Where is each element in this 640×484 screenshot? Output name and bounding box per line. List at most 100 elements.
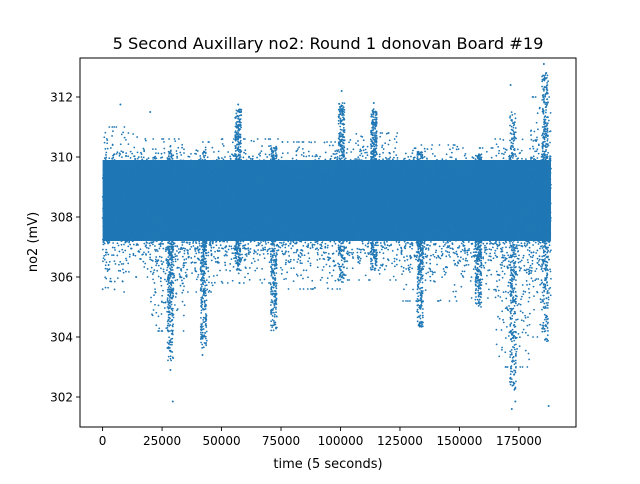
data-point: [150, 197, 153, 200]
data-point: [455, 203, 457, 206]
data-point: [252, 187, 255, 190]
data-point: [494, 249, 497, 252]
data-point: [494, 254, 497, 257]
data-point: [465, 157, 468, 160]
data-point: [359, 154, 361, 157]
data-point: [502, 215, 504, 217]
data-point: [345, 192, 348, 195]
data-point: [215, 231, 218, 234]
data-point: [390, 209, 393, 211]
data-point: [494, 296, 497, 299]
data-point: [293, 258, 295, 261]
data-point: [147, 198, 150, 201]
data-point: [173, 194, 176, 197]
data-point: [149, 256, 152, 259]
data-point: [502, 241, 505, 244]
data-point: [400, 253, 403, 256]
data-point: [492, 207, 495, 210]
data-point: [455, 211, 458, 214]
data-point: [528, 291, 531, 294]
data-point: [174, 255, 177, 258]
data-point: [308, 226, 311, 229]
data-point: [380, 223, 382, 226]
data-point: [396, 170, 399, 173]
data-point: [505, 206, 508, 209]
data-point: [348, 216, 351, 219]
data-point: [524, 233, 527, 236]
data-point: [507, 281, 510, 284]
data-point: [173, 189, 175, 191]
data-point: [391, 249, 394, 252]
data-point: [311, 279, 314, 282]
data-point: [490, 238, 492, 241]
data-point: [186, 226, 189, 229]
data-point: [547, 296, 550, 299]
data-point: [204, 148, 207, 151]
data-point: [365, 210, 368, 213]
data-point: [533, 308, 535, 311]
data-point: [516, 318, 519, 321]
data-point: [148, 170, 150, 173]
data-point: [321, 211, 324, 214]
data-point: [501, 264, 504, 266]
data-point: [162, 261, 165, 263]
data-point: [332, 259, 335, 262]
data-point: [176, 170, 178, 173]
data-point: [128, 255, 131, 258]
data-point: [360, 210, 363, 213]
data-point: [245, 238, 248, 241]
data-point: [358, 248, 361, 251]
data-point: [517, 210, 520, 212]
data-point: [389, 202, 392, 205]
data-point: [231, 210, 234, 212]
data-point: [467, 233, 470, 236]
data-point: [231, 279, 234, 282]
data-point: [457, 199, 460, 201]
data-point: [325, 263, 328, 266]
data-point: [547, 144, 550, 147]
data-point: [307, 260, 310, 263]
data-point: [308, 168, 311, 171]
data-point: [428, 267, 431, 270]
data-point: [502, 160, 504, 163]
data-point: [182, 179, 185, 181]
data-point: [222, 229, 225, 232]
data-point: [154, 258, 157, 261]
data-point: [233, 232, 236, 235]
data-point: [244, 152, 247, 155]
data-point: [531, 175, 534, 177]
data-point: [496, 161, 499, 164]
data-point: [162, 226, 165, 229]
data-point: [518, 235, 521, 238]
data-point: [177, 251, 180, 254]
data-point: [256, 138, 259, 140]
data-point: [335, 219, 338, 222]
data-point: [208, 167, 211, 170]
data-point: [519, 187, 522, 190]
data-point: [388, 162, 390, 165]
data-point: [467, 166, 469, 168]
data-point: [183, 162, 185, 165]
data-point: [356, 254, 359, 257]
data-point: [285, 277, 287, 280]
data-point: [109, 147, 112, 149]
data-point: [504, 337, 507, 339]
data-point: [266, 171, 268, 174]
data-point: [506, 238, 509, 240]
data-point: [471, 212, 474, 215]
data-point: [536, 148, 539, 151]
data-point: [404, 152, 407, 155]
data-point: [493, 171, 496, 173]
data-point: [423, 172, 426, 174]
data-point: [444, 202, 447, 205]
data-point: [290, 247, 293, 250]
data-point: [228, 218, 231, 221]
data-point: [322, 198, 325, 201]
data-point: [537, 220, 540, 223]
data-point: [298, 146, 301, 149]
data-point: [264, 213, 267, 216]
data-point: [308, 154, 311, 157]
data-point: [469, 190, 472, 193]
data-point: [257, 206, 260, 209]
data-point: [194, 224, 197, 226]
